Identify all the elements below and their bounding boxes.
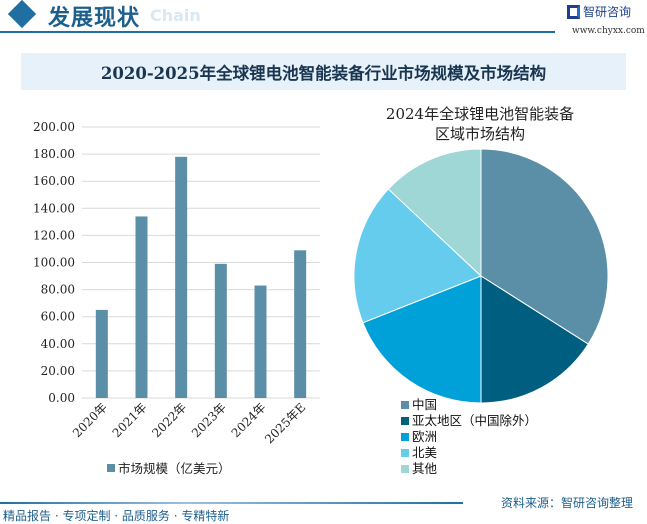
watermark-text: Chain: [150, 6, 201, 25]
y-tick-label: 120.00: [33, 228, 75, 242]
legend-label: 北美: [412, 445, 438, 460]
bar: [214, 263, 227, 398]
pie-title-line: 2024年全球锂电池智能装备: [385, 105, 575, 123]
legend-item: 其他: [401, 461, 537, 477]
x-tick-label: 2020年: [70, 400, 110, 440]
legend-swatch: [401, 433, 409, 441]
pie-slice: [480, 148, 609, 345]
pie-title: 2024年全球锂电池智能装备 区域市场结构: [355, 104, 605, 144]
legend-item: 中国: [401, 397, 537, 413]
logo-icon: [567, 4, 580, 19]
bar: [254, 285, 267, 398]
brand-name: 智研咨询: [583, 5, 632, 19]
pie-title-line: 区域市场结构: [434, 125, 525, 143]
y-tick-label: 200.00: [33, 120, 75, 134]
x-tick-label: 2024年: [229, 400, 269, 440]
legend-item: 欧洲: [401, 429, 537, 445]
pie-slice: [362, 275, 482, 404]
y-tick-label: 60.00: [41, 310, 75, 324]
pie-legend: 中国 亚太地区（中国除外） 欧洲 北美 其他: [401, 397, 537, 477]
brand-url: www.chyxx.com: [572, 26, 645, 36]
y-tick-label: 80.00: [41, 283, 75, 297]
y-tick-label: 140.00: [33, 201, 75, 215]
y-tick-label: 20.00: [41, 364, 75, 378]
y-tick-label: 180.00: [33, 147, 75, 161]
bar: [175, 156, 188, 398]
y-tick-label: 0.00: [48, 391, 75, 405]
legend-swatch: [107, 463, 115, 472]
legend-item: 亚太地区（中国除外）: [401, 413, 537, 429]
x-tick-label: 2025年E: [262, 400, 308, 446]
y-tick-label: 100.00: [33, 256, 75, 270]
bar: [95, 309, 108, 398]
pie-slice: [353, 188, 482, 324]
x-tick-label: 2023年: [189, 400, 229, 440]
legend-item: 北美: [401, 445, 537, 461]
legend-swatch: [401, 465, 409, 473]
legend-label: 欧洲: [412, 429, 438, 444]
legend-label: 亚太地区（中国除外）: [412, 413, 538, 428]
legend-swatch: [401, 401, 409, 409]
x-tick-label: 2021年: [110, 400, 150, 440]
bar: [294, 250, 307, 398]
legend-swatch: [401, 417, 409, 425]
footer-divider: [0, 502, 463, 504]
legend-label: 其他: [412, 461, 438, 476]
legend-label: 市场规模（亿美元）: [118, 461, 231, 476]
header-divider: [0, 31, 555, 33]
footer-tagline: 精品报告 · 专项定制 · 品质服务 · 专精特新: [3, 509, 230, 523]
y-tick-label: 40.00: [41, 337, 75, 351]
pie-slice: [387, 148, 482, 278]
legend-label: 中国: [412, 397, 438, 412]
y-tick-label: 160.00: [33, 174, 75, 188]
section-title: 发展现状: [48, 6, 141, 31]
x-tick-label: 2022年: [149, 400, 189, 440]
pie-slice: [480, 275, 589, 404]
legend-swatch: [401, 449, 409, 457]
brand-logo: 智研咨询: [567, 3, 631, 20]
source-note: 资料来源：智研咨询整理: [501, 496, 634, 510]
chart-title: 2020-2025年全球锂电池智能装备行业市场规模及市场结构: [21, 53, 626, 90]
bar: [135, 216, 148, 398]
bar-legend: 市场规模（亿美元）: [107, 458, 231, 477]
